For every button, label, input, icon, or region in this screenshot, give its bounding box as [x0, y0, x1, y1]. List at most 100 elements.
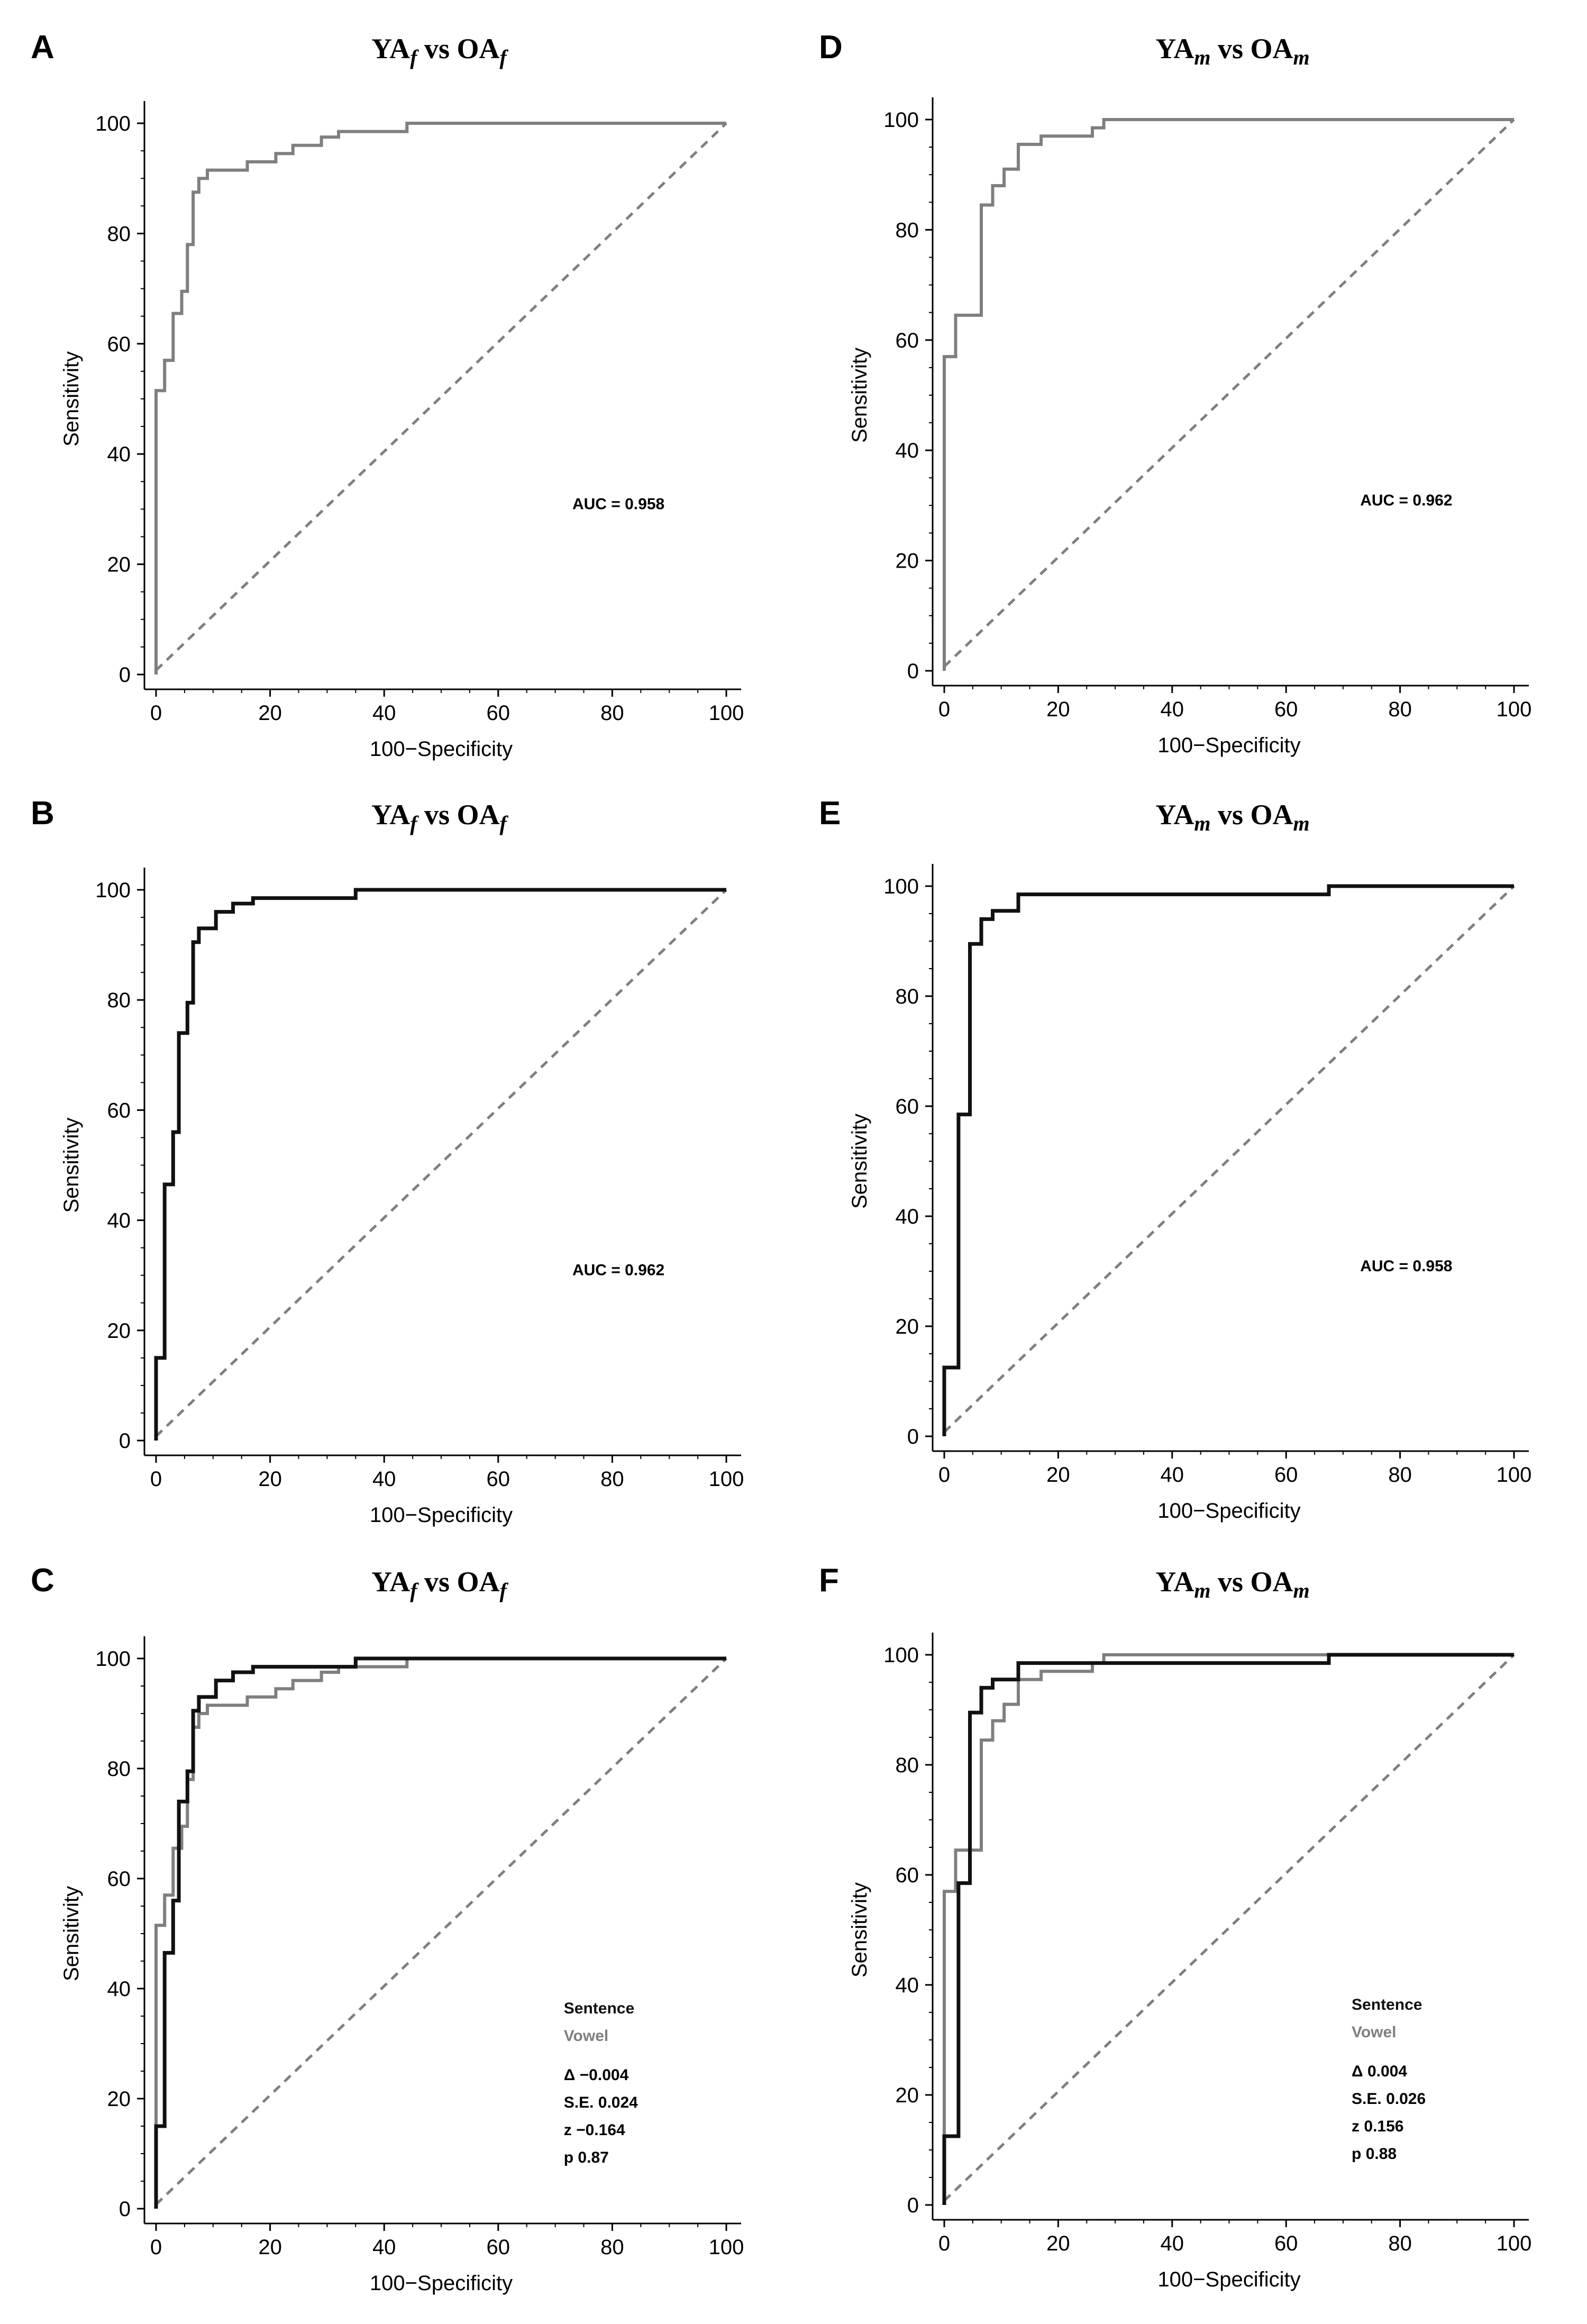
- chart-title: YAm vs OAm: [1155, 1566, 1309, 1602]
- legend-sentence: Sentence: [564, 2000, 634, 2017]
- x-tick-label: 40: [372, 1468, 396, 1491]
- title-part: YA: [371, 1566, 410, 1598]
- x-tick-label: 0: [938, 1463, 950, 1487]
- chance-diagonal: [943, 1654, 1515, 2202]
- title-subscript: f: [500, 812, 509, 835]
- x-tick-label: 40: [1161, 698, 1184, 721]
- y-axis-label: Sensitivity: [848, 1114, 871, 1209]
- x-tick-label: 80: [600, 2236, 624, 2259]
- y-axis-label: Sensitivity: [60, 1886, 83, 1981]
- x-tick-label: 100: [1497, 698, 1532, 721]
- y-tick-label: 0: [907, 660, 919, 683]
- y-tick-label: 80: [107, 1757, 131, 1781]
- auc-annotation: AUC = 0.962: [1360, 491, 1452, 509]
- title-part: YA: [371, 799, 410, 831]
- roc-curve-sentence: [154, 888, 726, 1441]
- x-tick-label: 40: [372, 2236, 396, 2259]
- roc-curve-sentence: [154, 1656, 726, 2209]
- title-subscript: m: [1194, 45, 1210, 69]
- y-tick-label: 80: [896, 1754, 919, 1777]
- stat-annotation: z −0.164: [564, 2121, 625, 2139]
- x-tick-label: 80: [600, 701, 624, 725]
- y-tick-label: 100: [883, 108, 919, 132]
- x-tick-label: 60: [1274, 2232, 1298, 2255]
- x-axis-label: 100−Specificity: [1157, 734, 1300, 757]
- y-tick-label: 100: [95, 112, 131, 135]
- y-tick-label: 40: [107, 1977, 131, 2001]
- y-tick-label: 20: [896, 2084, 919, 2107]
- x-axis-label: 100−Specificity: [370, 1503, 513, 1527]
- title-subscript: m: [1293, 45, 1310, 69]
- x-tick-label: 20: [258, 2236, 282, 2259]
- x-tick-label: 40: [372, 701, 396, 725]
- y-tick-label: 60: [896, 1864, 919, 1887]
- stat-annotation: p 0.88: [1352, 2145, 1397, 2163]
- auc-annotation: AUC = 0.962: [572, 1262, 664, 1279]
- title-subscript: m: [1194, 812, 1210, 835]
- y-tick-label: 80: [896, 985, 919, 1008]
- x-axis-label: 100−Specificity: [370, 2272, 513, 2295]
- y-tick-label: 80: [896, 218, 919, 242]
- y-tick-label: 100: [883, 1644, 919, 1667]
- stat-annotation: Δ 0.004: [1352, 2063, 1407, 2080]
- roc-curve-vowel: [943, 118, 1514, 671]
- title-part: YA: [371, 33, 410, 65]
- y-tick-label: 40: [107, 1209, 131, 1233]
- y-tick-label: 20: [896, 550, 919, 573]
- title-subscript: m: [1293, 812, 1310, 835]
- y-axis-label: Sensitivity: [60, 351, 83, 446]
- stat-annotation: p 0.87: [564, 2149, 609, 2166]
- y-tick-label: 60: [107, 1867, 131, 1891]
- chance-diagonal: [943, 885, 1515, 1433]
- y-tick-label: 100: [95, 1647, 131, 1671]
- chance-diagonal: [943, 119, 1515, 668]
- x-tick-label: 60: [487, 1468, 510, 1491]
- x-tick-label: 0: [150, 2236, 162, 2259]
- y-axis-label: Sensitivity: [848, 1882, 871, 1977]
- panel-label: B: [31, 795, 54, 832]
- x-tick-label: 60: [487, 701, 510, 725]
- y-tick-label: 60: [107, 1099, 131, 1122]
- stat-annotation: Δ −0.004: [564, 2066, 629, 2084]
- stat-annotation: z 0.156: [1352, 2118, 1403, 2135]
- title-subscript: f: [410, 45, 419, 69]
- stat-annotation: S.E. 0.026: [1352, 2090, 1426, 2108]
- stat-annotation: S.E. 0.024: [564, 2094, 638, 2111]
- y-tick-label: 40: [896, 439, 919, 462]
- legend-vowel: Vowel: [1352, 2024, 1396, 2041]
- y-tick-label: 40: [896, 1974, 919, 1997]
- y-axis-label: Sensitivity: [848, 348, 871, 443]
- chart-title: YAf vs OAf: [371, 33, 508, 69]
- y-tick-label: 20: [107, 2088, 131, 2111]
- y-tick-label: 20: [107, 553, 131, 577]
- title-part: vs OA: [417, 799, 500, 831]
- roc-curve-sentence: [942, 1653, 1514, 2205]
- x-tick-label: 100: [1497, 1463, 1532, 1487]
- x-tick-label: 80: [1388, 698, 1412, 721]
- y-tick-label: 80: [107, 989, 131, 1012]
- y-tick-label: 20: [107, 1319, 131, 1343]
- roc-curve-sentence: [942, 884, 1514, 1436]
- x-tick-label: 0: [938, 698, 950, 721]
- title-part: YA: [1155, 1566, 1194, 1598]
- y-tick-label: 40: [107, 443, 131, 466]
- auc-annotation: AUC = 0.958: [572, 495, 664, 513]
- x-tick-label: 100: [1497, 2232, 1532, 2255]
- y-tick-label: 60: [107, 333, 131, 356]
- title-part: vs OA: [1211, 799, 1293, 831]
- x-tick-label: 40: [1161, 2232, 1184, 2255]
- x-tick-label: 20: [1046, 1463, 1070, 1487]
- y-tick-label: 0: [119, 2198, 131, 2221]
- y-tick-label: 0: [907, 2194, 919, 2217]
- roc-curve-vowel: [154, 1657, 726, 2209]
- x-tick-label: 60: [1274, 1463, 1298, 1487]
- x-tick-label: 60: [487, 2236, 510, 2259]
- panel-label: A: [31, 29, 54, 66]
- x-tick-label: 100: [709, 2236, 744, 2259]
- x-tick-label: 20: [258, 1468, 282, 1491]
- title-part: YA: [1155, 33, 1194, 65]
